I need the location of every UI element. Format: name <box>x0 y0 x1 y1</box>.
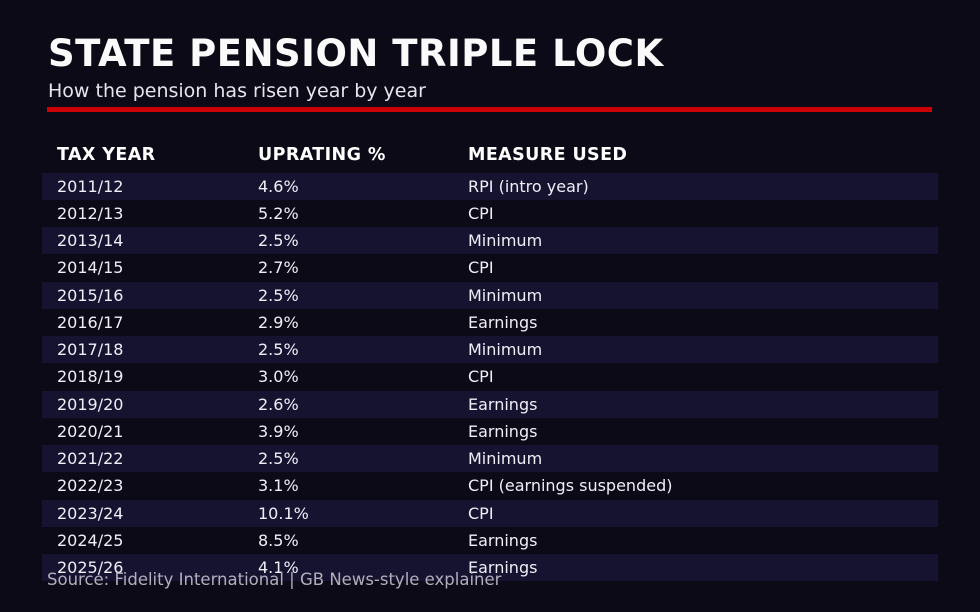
cell-tax-year: 2024/25 <box>57 530 124 550</box>
cell-tax-year: 2014/15 <box>57 258 124 278</box>
cell-uprating: 2.5% <box>258 340 299 360</box>
table-row: 2020/21 3.9% Earnings <box>42 418 938 445</box>
cell-uprating: 2.5% <box>258 449 299 469</box>
column-header-tax-year: TAX YEAR <box>57 145 156 166</box>
cell-measure: CPI <box>468 367 494 387</box>
table-row: 2019/20 2.6% Earnings <box>42 390 938 418</box>
cell-uprating: 5.2% <box>258 203 299 223</box>
cell-measure: CPI <box>468 258 494 278</box>
cell-measure: Minimum <box>468 231 543 251</box>
cell-tax-year: 2013/14 <box>57 231 124 251</box>
cell-tax-year: 2012/13 <box>57 203 124 223</box>
cell-measure: Minimum <box>468 449 543 469</box>
cell-measure: Earnings <box>468 530 538 550</box>
cell-uprating: 10.1% <box>258 503 309 523</box>
cell-tax-year: 2020/21 <box>57 421 124 441</box>
column-header-uprating: UPRATING % <box>258 145 386 166</box>
cell-uprating: 2.7% <box>258 258 299 278</box>
cell-uprating: 2.6% <box>258 394 299 414</box>
cell-uprating: 2.5% <box>258 285 299 305</box>
cell-tax-year: 2017/18 <box>57 340 124 360</box>
cell-tax-year: 2023/24 <box>57 503 124 523</box>
page-subtitle: How the pension has risen year by year <box>48 80 426 102</box>
table-row: 2017/18 2.5% Minimum <box>42 336 938 364</box>
table-row: 2016/17 2.9% Earnings <box>42 309 938 336</box>
table-row: 2012/13 5.2% CPI <box>42 200 938 227</box>
table-header-row: TAX YEAR UPRATING % MEASURE USED <box>42 138 938 173</box>
cell-tax-year: 2018/19 <box>57 367 124 387</box>
pension-table-body: 2011/12 4.6% RPI (intro year) 2012/13 5.2% CP… <box>42 172 938 582</box>
table-row: 2023/24 10.1% CPI <box>42 499 938 527</box>
cell-uprating: 8.5% <box>258 530 299 550</box>
table-row: 2011/12 4.6% RPI (intro year) <box>42 172 938 200</box>
accent-divider <box>47 107 932 112</box>
cell-tax-year: 2025/26 <box>57 558 124 578</box>
cell-measure: Earnings <box>468 421 538 441</box>
table-row: 2025/26 4.1% Earnings <box>42 554 938 582</box>
table-row: 2013/14 2.5% Minimum <box>42 227 938 255</box>
cell-tax-year: 2022/23 <box>57 476 124 496</box>
column-header-measure: MEASURE USED <box>468 145 628 166</box>
cell-tax-year: 2019/20 <box>57 394 124 414</box>
cell-tax-year: 2021/22 <box>57 449 124 469</box>
cell-uprating: 4.6% <box>258 176 299 196</box>
cell-measure: CPI (earnings suspended) <box>468 476 673 496</box>
cell-measure: CPI <box>468 503 494 523</box>
table-row: 2022/23 3.1% CPI (earnings suspended) <box>42 472 938 499</box>
cell-uprating: 3.0% <box>258 367 299 387</box>
cell-uprating: 2.9% <box>258 312 299 332</box>
table-row: 2014/15 2.7% CPI <box>42 254 938 281</box>
cell-tax-year: 2015/16 <box>57 285 124 305</box>
table-row: 2024/25 8.5% Earnings <box>42 527 938 554</box>
table-row: 2018/19 3.0% CPI <box>42 363 938 390</box>
table-row: 2021/22 2.5% Minimum <box>42 445 938 473</box>
pension-table: TAX YEAR UPRATING % MEASURE USED 2011/12… <box>42 138 938 582</box>
page-title: STATE PENSION TRIPLE LOCK <box>48 32 664 75</box>
cell-measure: CPI <box>468 203 494 223</box>
cell-measure: RPI (intro year) <box>468 176 589 196</box>
cell-uprating: 4.1% <box>258 558 299 578</box>
cell-tax-year: 2011/12 <box>57 176 124 196</box>
table-row: 2015/16 2.5% Minimum <box>42 281 938 309</box>
cell-uprating: 2.5% <box>258 231 299 251</box>
cell-measure: Earnings <box>468 558 538 578</box>
source-attribution: Source: Fidelity International | GB News… <box>47 570 502 589</box>
cell-measure: Earnings <box>468 394 538 414</box>
cell-measure: Minimum <box>468 285 543 305</box>
cell-uprating: 3.1% <box>258 476 299 496</box>
cell-tax-year: 2016/17 <box>57 312 124 332</box>
cell-measure: Minimum <box>468 340 543 360</box>
cell-uprating: 3.9% <box>258 421 299 441</box>
cell-measure: Earnings <box>468 312 538 332</box>
